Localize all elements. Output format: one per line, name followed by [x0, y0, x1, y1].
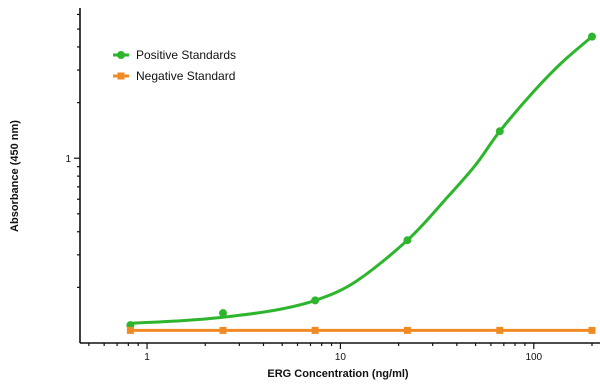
data-point-negative — [403, 326, 411, 334]
y-tick-label: 1 — [65, 154, 71, 165]
y-axis-title: Absorbance (450 nm) — [9, 120, 21, 232]
legend-item-positive: Positive Standards — [113, 48, 236, 62]
legend-item-negative: Negative Standard — [113, 69, 235, 83]
x-tick-label: 1 — [144, 352, 150, 363]
x-tick-label: 10 — [335, 352, 347, 363]
data-point-negative — [219, 326, 227, 334]
legend-marker-negative — [117, 72, 125, 80]
legend-label-negative: Negative Standard — [136, 69, 235, 83]
data-point-positive — [311, 296, 320, 305]
legend: Positive Standards Negative Standard — [113, 48, 236, 83]
series-0 — [126, 32, 596, 330]
series-layer — [126, 32, 596, 334]
x-tick-label: 100 — [525, 352, 542, 363]
data-point-positive — [587, 32, 596, 41]
x-axis-title: ERG Concentration (ng/ml) — [267, 368, 409, 380]
series-1 — [126, 326, 596, 334]
data-point-positive — [495, 127, 504, 136]
y-axis-ticks: 1 — [65, 13, 80, 288]
data-point-negative — [311, 326, 319, 334]
data-point-positive — [403, 236, 412, 245]
x-axis-ticks: 1 10 100 — [88, 343, 593, 363]
data-point-positive — [218, 309, 227, 318]
data-point-negative — [588, 326, 596, 334]
legend-label-positive: Positive Standards — [136, 48, 236, 62]
data-point-negative — [126, 326, 134, 334]
legend-marker-positive — [117, 51, 125, 59]
data-point-negative — [496, 326, 504, 334]
